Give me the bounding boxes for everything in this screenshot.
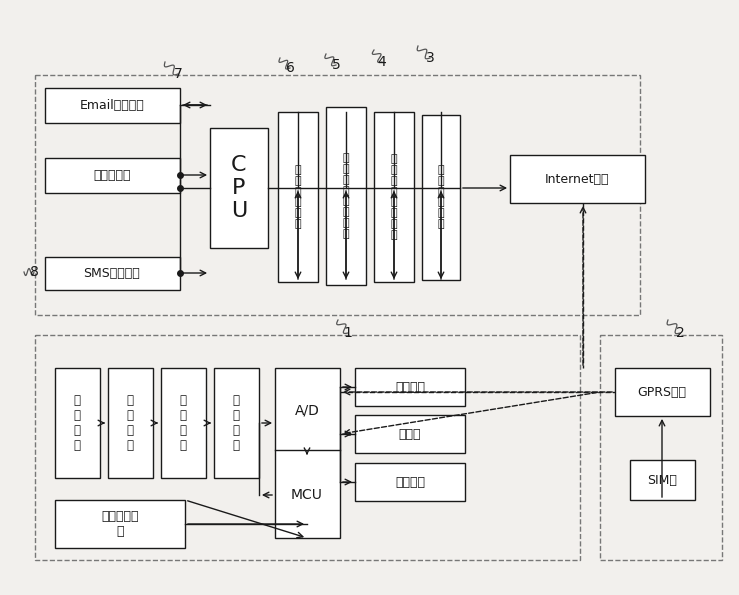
Text: 导连脱落检
测: 导连脱落检 测 <box>101 510 139 538</box>
Text: SIM卡: SIM卡 <box>647 474 677 487</box>
Text: Internet网络: Internet网络 <box>545 173 609 186</box>
Bar <box>35 75 640 315</box>
Text: 时钟电路: 时钟电路 <box>395 380 425 393</box>
Text: C
P
U: C P U <box>231 155 247 221</box>
Text: 报警电路: 报警电路 <box>395 475 425 488</box>
Bar <box>600 335 722 560</box>
Text: 3: 3 <box>426 51 435 65</box>
Bar <box>161 368 206 478</box>
Text: 存储器: 存储器 <box>399 427 421 440</box>
Bar <box>275 368 340 538</box>
Bar <box>45 158 180 193</box>
Text: 患
者
信
息
管
理
模
块: 患 者 信 息 管 理 模 块 <box>343 153 350 239</box>
Bar <box>55 500 185 548</box>
Bar <box>615 368 710 416</box>
Text: 1: 1 <box>344 326 353 340</box>
Text: 数
据
通
信
模
块: 数 据 通 信 模 块 <box>437 165 444 229</box>
Text: 7: 7 <box>174 67 183 81</box>
Text: 导
连
电
极: 导 连 电 极 <box>73 394 81 452</box>
Bar <box>45 257 180 290</box>
Bar <box>35 335 580 560</box>
Bar <box>355 463 465 501</box>
Bar <box>278 112 318 282</box>
Text: 2: 2 <box>675 326 684 340</box>
Text: 后
置
放
大: 后 置 放 大 <box>233 394 239 452</box>
Text: GPRS模块: GPRS模块 <box>638 386 687 399</box>
Bar <box>630 460 695 500</box>
Text: 8: 8 <box>30 265 38 279</box>
Text: 4: 4 <box>378 55 386 69</box>
Text: 用
户
信
息
管
理
模
块: 用 户 信 息 管 理 模 块 <box>391 154 398 240</box>
Bar <box>108 368 153 478</box>
Bar <box>45 88 180 123</box>
Text: 前
置
放
大: 前 置 放 大 <box>126 394 134 452</box>
Text: MCU: MCU <box>291 488 323 502</box>
Bar <box>374 112 414 282</box>
Text: 6: 6 <box>285 61 294 75</box>
Bar <box>214 368 259 478</box>
Bar <box>210 128 268 248</box>
Bar <box>510 155 645 203</box>
Text: Email收发模块: Email收发模块 <box>80 99 144 111</box>
Bar <box>355 368 465 406</box>
Text: 多
重
滤
波: 多 重 滤 波 <box>180 394 186 452</box>
Text: 5: 5 <box>332 58 341 72</box>
Text: A/D: A/D <box>295 403 319 417</box>
Bar <box>422 115 460 280</box>
Bar <box>326 107 366 285</box>
Text: 数
据
分
析
模
块: 数 据 分 析 模 块 <box>295 165 302 229</box>
Bar <box>55 368 100 478</box>
Bar <box>355 415 465 453</box>
Text: 系统存储器: 系统存储器 <box>93 168 131 181</box>
Text: SMS管理模块: SMS管理模块 <box>84 267 140 280</box>
